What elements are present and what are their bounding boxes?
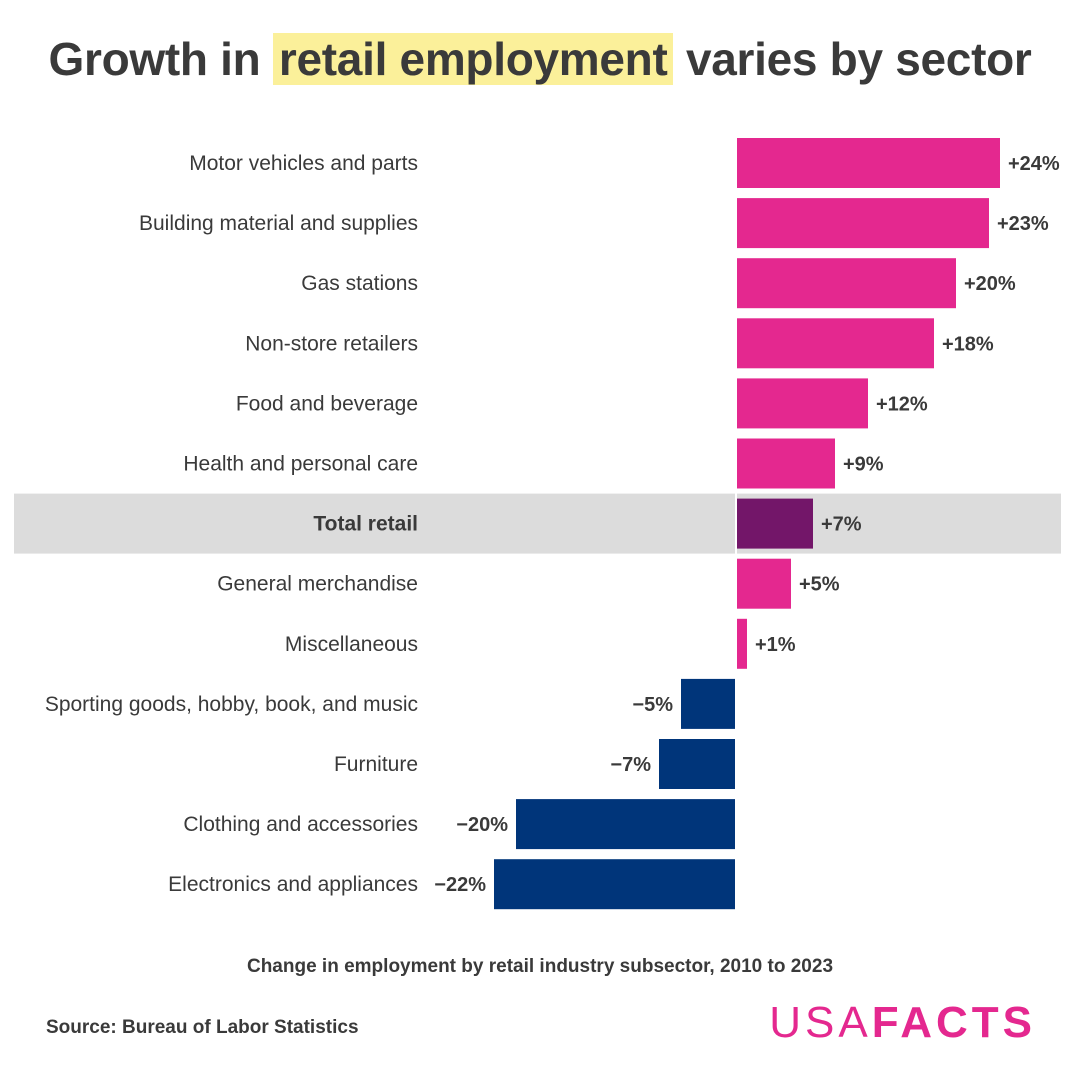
category-label: General merchandise bbox=[217, 573, 418, 596]
bar bbox=[736, 618, 747, 669]
bar bbox=[516, 799, 736, 850]
logo-facts: FACTS bbox=[871, 998, 1036, 1047]
category-label: Building material and supplies bbox=[139, 212, 418, 235]
category-label: Furniture bbox=[334, 753, 418, 776]
data-label: −7% bbox=[610, 754, 651, 776]
category-label: Electronics and appliances bbox=[168, 873, 418, 896]
title-highlight: retail employment bbox=[272, 33, 674, 85]
usafacts-logo: USAFACTS bbox=[769, 998, 1036, 1048]
bar bbox=[736, 498, 813, 549]
bar bbox=[736, 438, 835, 489]
chart-subtitle: Change in employment by retail industry … bbox=[246, 956, 834, 977]
data-label: −20% bbox=[456, 814, 508, 836]
bar bbox=[659, 739, 736, 789]
category-label: Sporting goods, hobby, book, and music bbox=[45, 693, 418, 716]
data-label: +23% bbox=[997, 213, 1049, 235]
category-label: Miscellaneous bbox=[285, 633, 418, 656]
data-label: −5% bbox=[632, 694, 673, 716]
chart-title: Growth in retail employment varies by se… bbox=[0, 32, 1080, 86]
bar bbox=[494, 859, 736, 910]
data-label: +1% bbox=[755, 634, 796, 656]
source-note: Source: Bureau of Labor Statistics bbox=[46, 1017, 359, 1038]
category-label: Motor vehicles and parts bbox=[189, 152, 418, 175]
category-label: Food and beverage bbox=[236, 392, 418, 415]
bar bbox=[736, 378, 868, 429]
title-suffix: varies by sector bbox=[673, 33, 1032, 85]
category-label: Total retail bbox=[313, 513, 418, 536]
bar bbox=[736, 318, 934, 369]
category-label: Non-store retailers bbox=[245, 332, 418, 355]
bar bbox=[736, 258, 956, 309]
bar-chart: Motor vehicles and parts +24% Building mat… bbox=[14, 138, 1061, 910]
data-label: +7% bbox=[821, 514, 862, 536]
total-highlight-band bbox=[14, 493, 1061, 554]
data-label: +18% bbox=[942, 333, 994, 355]
data-label: +24% bbox=[1008, 153, 1060, 175]
data-label: +12% bbox=[876, 393, 928, 415]
bar bbox=[736, 138, 1000, 188]
title-prefix: Growth in bbox=[48, 33, 273, 85]
data-label: +5% bbox=[799, 574, 840, 596]
bar bbox=[681, 678, 736, 729]
data-label: +20% bbox=[964, 273, 1016, 295]
data-label: +9% bbox=[843, 454, 884, 476]
category-label: Gas stations bbox=[301, 272, 418, 295]
category-label: Health and personal care bbox=[183, 453, 418, 476]
logo-usa: USA bbox=[769, 998, 872, 1047]
bar bbox=[736, 558, 791, 609]
data-label: −22% bbox=[434, 874, 486, 896]
bar bbox=[736, 198, 989, 249]
category-label: Clothing and accessories bbox=[183, 813, 418, 836]
